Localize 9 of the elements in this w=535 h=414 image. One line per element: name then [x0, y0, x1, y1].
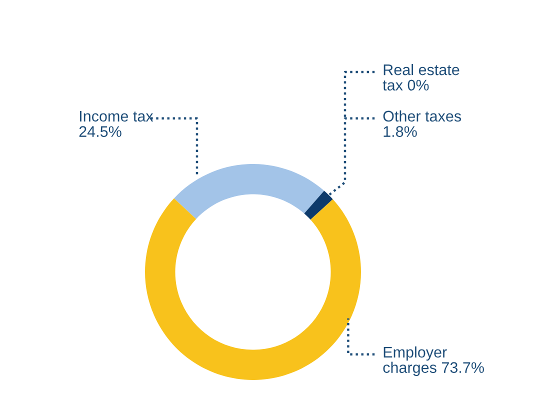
slice-label: Other taxes	[383, 110, 462, 122]
donut-slice	[174, 164, 324, 219]
data-label: 24.5%	[79, 126, 122, 137]
slice-label: Employer charges 73.7%	[383, 346, 484, 376]
data-label: 1.8%	[384, 126, 417, 137]
donut-slice	[304, 190, 333, 220]
category-label: Real estate tax 0%	[382, 64, 460, 91]
slice-label: Income tax	[80, 110, 154, 122]
donut-slice	[145, 198, 361, 380]
